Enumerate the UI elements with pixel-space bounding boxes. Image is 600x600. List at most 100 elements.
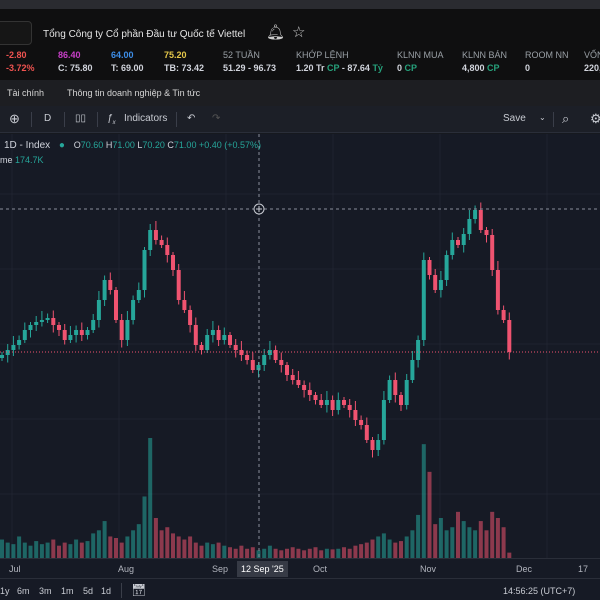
candle-body <box>490 235 495 270</box>
volume-bar <box>165 527 170 558</box>
range-1m[interactable]: 1m <box>61 586 74 596</box>
save-button[interactable]: Save <box>503 113 526 124</box>
volume-bar <box>239 545 244 558</box>
candle-body <box>478 210 483 230</box>
candle-body <box>290 375 295 380</box>
candle-body <box>267 350 272 355</box>
volume-bar <box>142 496 147 558</box>
volume-bar <box>57 545 61 558</box>
range-1d[interactable]: 1d <box>101 586 112 596</box>
company-name: Tổng Công ty Cổ phần Đầu tư Quốc tế Viet… <box>43 29 246 40</box>
volume-bar <box>245 548 250 558</box>
volume-bar <box>267 545 272 558</box>
matched-value: 1.20 Tr CP - 87.64 Tỷ <box>296 63 383 73</box>
range-1y[interactable]: 1y <box>0 586 10 596</box>
candle-body <box>114 290 118 320</box>
candle-body <box>5 350 10 355</box>
range-5d[interactable]: 5d <box>83 586 94 596</box>
candle-body <box>199 345 204 350</box>
candle-body <box>39 320 44 322</box>
volume-bar <box>108 536 113 558</box>
volume-bar <box>34 541 39 558</box>
interval-button[interactable]: D <box>44 113 52 124</box>
crosshair-date-label: 12 Sep '25 <box>237 561 288 577</box>
candle-body <box>307 390 312 395</box>
candle-body <box>324 400 329 405</box>
tab-finance[interactable]: Tài chính <box>7 88 45 98</box>
candle-body <box>273 350 278 360</box>
add-symbol-icon[interactable]: ⊕ <box>9 111 20 126</box>
candle-body <box>165 245 170 255</box>
candle-type-icon[interactable]: ▯▯ <box>75 113 87 124</box>
volume-bar <box>490 511 495 558</box>
volume-bar <box>444 530 449 558</box>
candle-body <box>262 355 267 365</box>
volume-bar <box>296 548 301 558</box>
room-label: ROOM NN <box>525 50 569 60</box>
symbol-label: 1D - Index <box>4 140 51 151</box>
range-3m[interactable]: 3m <box>39 586 52 596</box>
candle-body <box>91 320 96 330</box>
symbol-search-input[interactable] <box>0 21 32 45</box>
volume-bar <box>188 536 193 558</box>
indicators-button[interactable]: Indicators <box>124 113 168 124</box>
candle-body <box>376 440 381 450</box>
quick-search-icon[interactable]: ⌕ <box>562 111 570 126</box>
candle-body <box>484 230 489 235</box>
ohlc-values: O70.60 H71.00 L70.20 C71.00 +0.40 (+0.57… <box>73 140 262 150</box>
settings-icon[interactable]: ⚙ <box>590 111 600 126</box>
ref-price: C: 75.80 <box>58 63 93 73</box>
volume-bar <box>262 548 267 558</box>
volume-bar <box>410 530 415 558</box>
cap-label: VỐN <box>584 50 600 60</box>
volume-bar <box>359 544 364 558</box>
clock-time: 14:56:25 (UTC+7) <box>503 586 576 596</box>
chevron-down-icon[interactable]: ⌄ <box>539 113 546 122</box>
volume-bar <box>450 527 455 558</box>
volume-bar <box>416 514 421 558</box>
candle-body <box>381 400 386 440</box>
redo-icon[interactable]: ↷ <box>212 113 221 124</box>
calendar-icon[interactable]: 📅︎ <box>131 583 147 597</box>
undo-icon[interactable]: ↶ <box>187 113 196 124</box>
volume-legend: me 174.7K <box>0 155 44 165</box>
candle-body <box>359 420 364 425</box>
tab-bar: Tài chính Thông tin doanh nghiệp & Tin t… <box>0 80 600 106</box>
volume-bar <box>501 527 506 558</box>
foreign-buy: 0 CP <box>397 63 418 73</box>
tab-company-info[interactable]: Thông tin doanh nghiệp & Tin tức <box>67 88 201 98</box>
change-pct: -3.72% <box>6 63 35 73</box>
candle-body <box>416 340 421 360</box>
candle-body <box>62 330 67 340</box>
candle-body <box>250 360 255 370</box>
volume-bar <box>11 544 16 558</box>
volume-bar <box>387 539 392 558</box>
top-strip <box>0 0 600 9</box>
crosshair-plus-icon <box>256 206 262 212</box>
candle-body <box>79 330 84 335</box>
volume-bar <box>85 541 90 558</box>
week52-label: 52 TUẦN <box>223 50 260 60</box>
candle-body <box>22 330 27 340</box>
star-icon[interactable]: ☆ <box>292 24 306 41</box>
candle-body <box>347 405 352 410</box>
candle-body <box>461 234 466 245</box>
volume-bar <box>199 545 204 558</box>
candlestick-chart[interactable] <box>0 134 600 558</box>
range-6m[interactable]: 6m <box>17 586 30 596</box>
volume-bar <box>96 530 101 558</box>
bell-icon[interactable]: 🔔︎ <box>266 24 286 41</box>
fx-icon[interactable]: ƒx <box>107 113 116 126</box>
candle-body <box>444 255 449 280</box>
candle-body <box>302 385 307 390</box>
volume-bar <box>119 542 124 558</box>
chart-area[interactable] <box>0 134 600 558</box>
candle-body <box>353 410 358 420</box>
volume-bar <box>473 530 478 558</box>
candle-body <box>279 360 284 365</box>
candle-body <box>256 365 261 370</box>
ceiling-price: 86.40 <box>58 50 81 60</box>
candle-body <box>119 320 124 340</box>
candle-body <box>96 300 101 320</box>
x-tick: Aug <box>118 564 135 574</box>
